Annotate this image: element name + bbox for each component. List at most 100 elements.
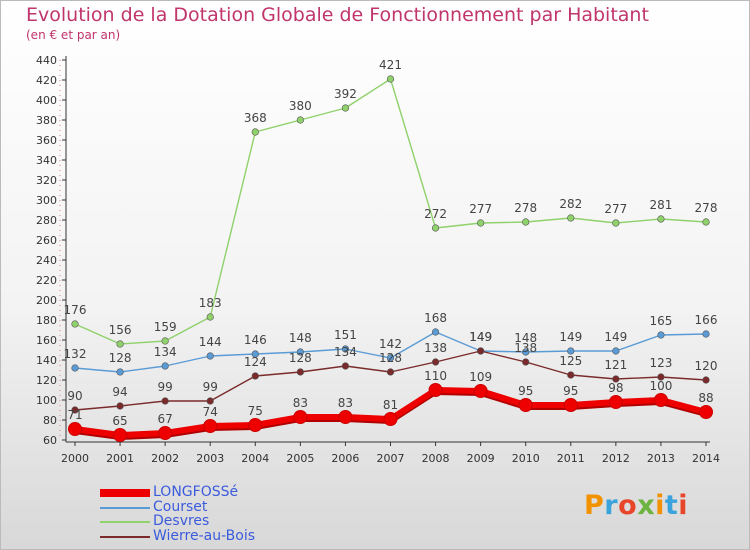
data-label: 98 [608,381,623,395]
data-point [338,410,353,424]
data-point [657,215,665,223]
data-point [612,219,620,227]
x-tick-label: 2003 [196,452,224,465]
data-point [68,422,82,436]
x-tick-label: 2011 [557,452,585,465]
data-label: 278 [514,201,537,215]
data-point [296,368,304,376]
data-label: 121 [604,358,627,372]
data-point [161,362,169,370]
y-tick-label: 380 [36,114,57,127]
data-point [473,384,488,398]
data-label: 83 [293,396,308,410]
x-tick-label: 2008 [422,452,450,465]
data-label: 380 [289,99,312,113]
y-tick-label: 220 [36,274,57,287]
data-point [567,371,575,379]
data-point [113,428,128,442]
y-tick-label: 240 [36,254,57,267]
data-point [702,376,710,384]
data-point [431,358,440,366]
data-point [341,345,350,353]
legend-swatch-wierre-au-bois [100,536,150,538]
data-point [251,372,259,380]
x-tick-label: 2002 [151,452,179,465]
data-label: 67 [158,412,173,426]
legend-swatch-courset [100,507,150,509]
data-point [567,347,575,355]
logo-letter: o [618,490,638,521]
chart-subtitle: (en € et par an) [26,28,121,42]
data-label: 65 [112,414,127,428]
data-point [158,426,173,440]
data-point [206,397,214,405]
data-point [608,395,623,409]
data-label: 159 [154,320,177,334]
data-label: 124 [244,355,267,369]
data-label: 151 [334,328,357,342]
data-label: 132 [64,347,87,361]
data-label: 134 [334,345,357,359]
data-label: 392 [334,87,357,101]
data-point [431,224,440,232]
data-label: 109 [469,370,492,384]
x-tick-label: 2012 [602,452,630,465]
y-tick-label: 360 [36,134,57,147]
data-label: 120 [695,359,718,373]
data-point [657,373,665,381]
data-label: 94 [112,385,127,399]
data-label: 134 [154,345,177,359]
data-label: 183 [199,296,222,310]
data-label: 368 [244,111,267,125]
data-label: 110 [424,369,447,383]
data-label: 128 [379,351,402,365]
y-tick-label: 400 [36,94,57,107]
x-tick-label: 2005 [286,452,314,465]
data-point [296,348,304,356]
data-label: 99 [203,380,218,394]
data-point [612,375,620,383]
data-label: 90 [67,389,82,403]
logo-letter: i [655,490,665,521]
data-point [522,348,530,356]
data-point [431,328,440,336]
logo-letter: r [604,490,619,521]
y-tick-label: 100 [36,394,57,407]
x-tick-label: 2001 [106,452,134,465]
data-point [657,331,665,339]
data-point [518,398,533,412]
x-tick-label: 2010 [512,452,540,465]
legend-label-longfosse: LONGFOSSé [153,484,239,500]
logo-letter: P [584,490,605,521]
data-label: 88 [698,391,713,405]
data-point [296,116,304,124]
x-tick-label: 2007 [377,452,405,465]
data-label: 74 [203,405,218,419]
data-label: 75 [248,404,263,418]
data-point [386,368,395,376]
chart-title: Evolution de la Dotation Globale de Fonc… [26,4,649,26]
data-label: 95 [518,384,533,398]
data-label: 146 [244,333,267,347]
y-tick-label: 80 [43,414,57,427]
data-point [612,347,620,355]
data-label: 138 [514,341,537,355]
logo-letter: i [678,490,689,521]
data-point [386,354,395,362]
data-label: 95 [563,384,578,398]
data-label: 277 [469,202,492,216]
data-label: 282 [559,197,582,211]
data-point [206,352,214,360]
data-label: 165 [649,314,672,328]
data-point [477,347,485,355]
data-point [699,405,713,419]
data-label: 421 [379,58,402,72]
y-tick-label: 260 [36,234,57,247]
data-label: 148 [289,331,312,345]
y-tick-label: 140 [36,354,57,367]
data-label: 149 [559,330,582,344]
data-label: 138 [424,341,447,355]
data-label: 149 [469,330,492,344]
data-point [116,368,124,376]
